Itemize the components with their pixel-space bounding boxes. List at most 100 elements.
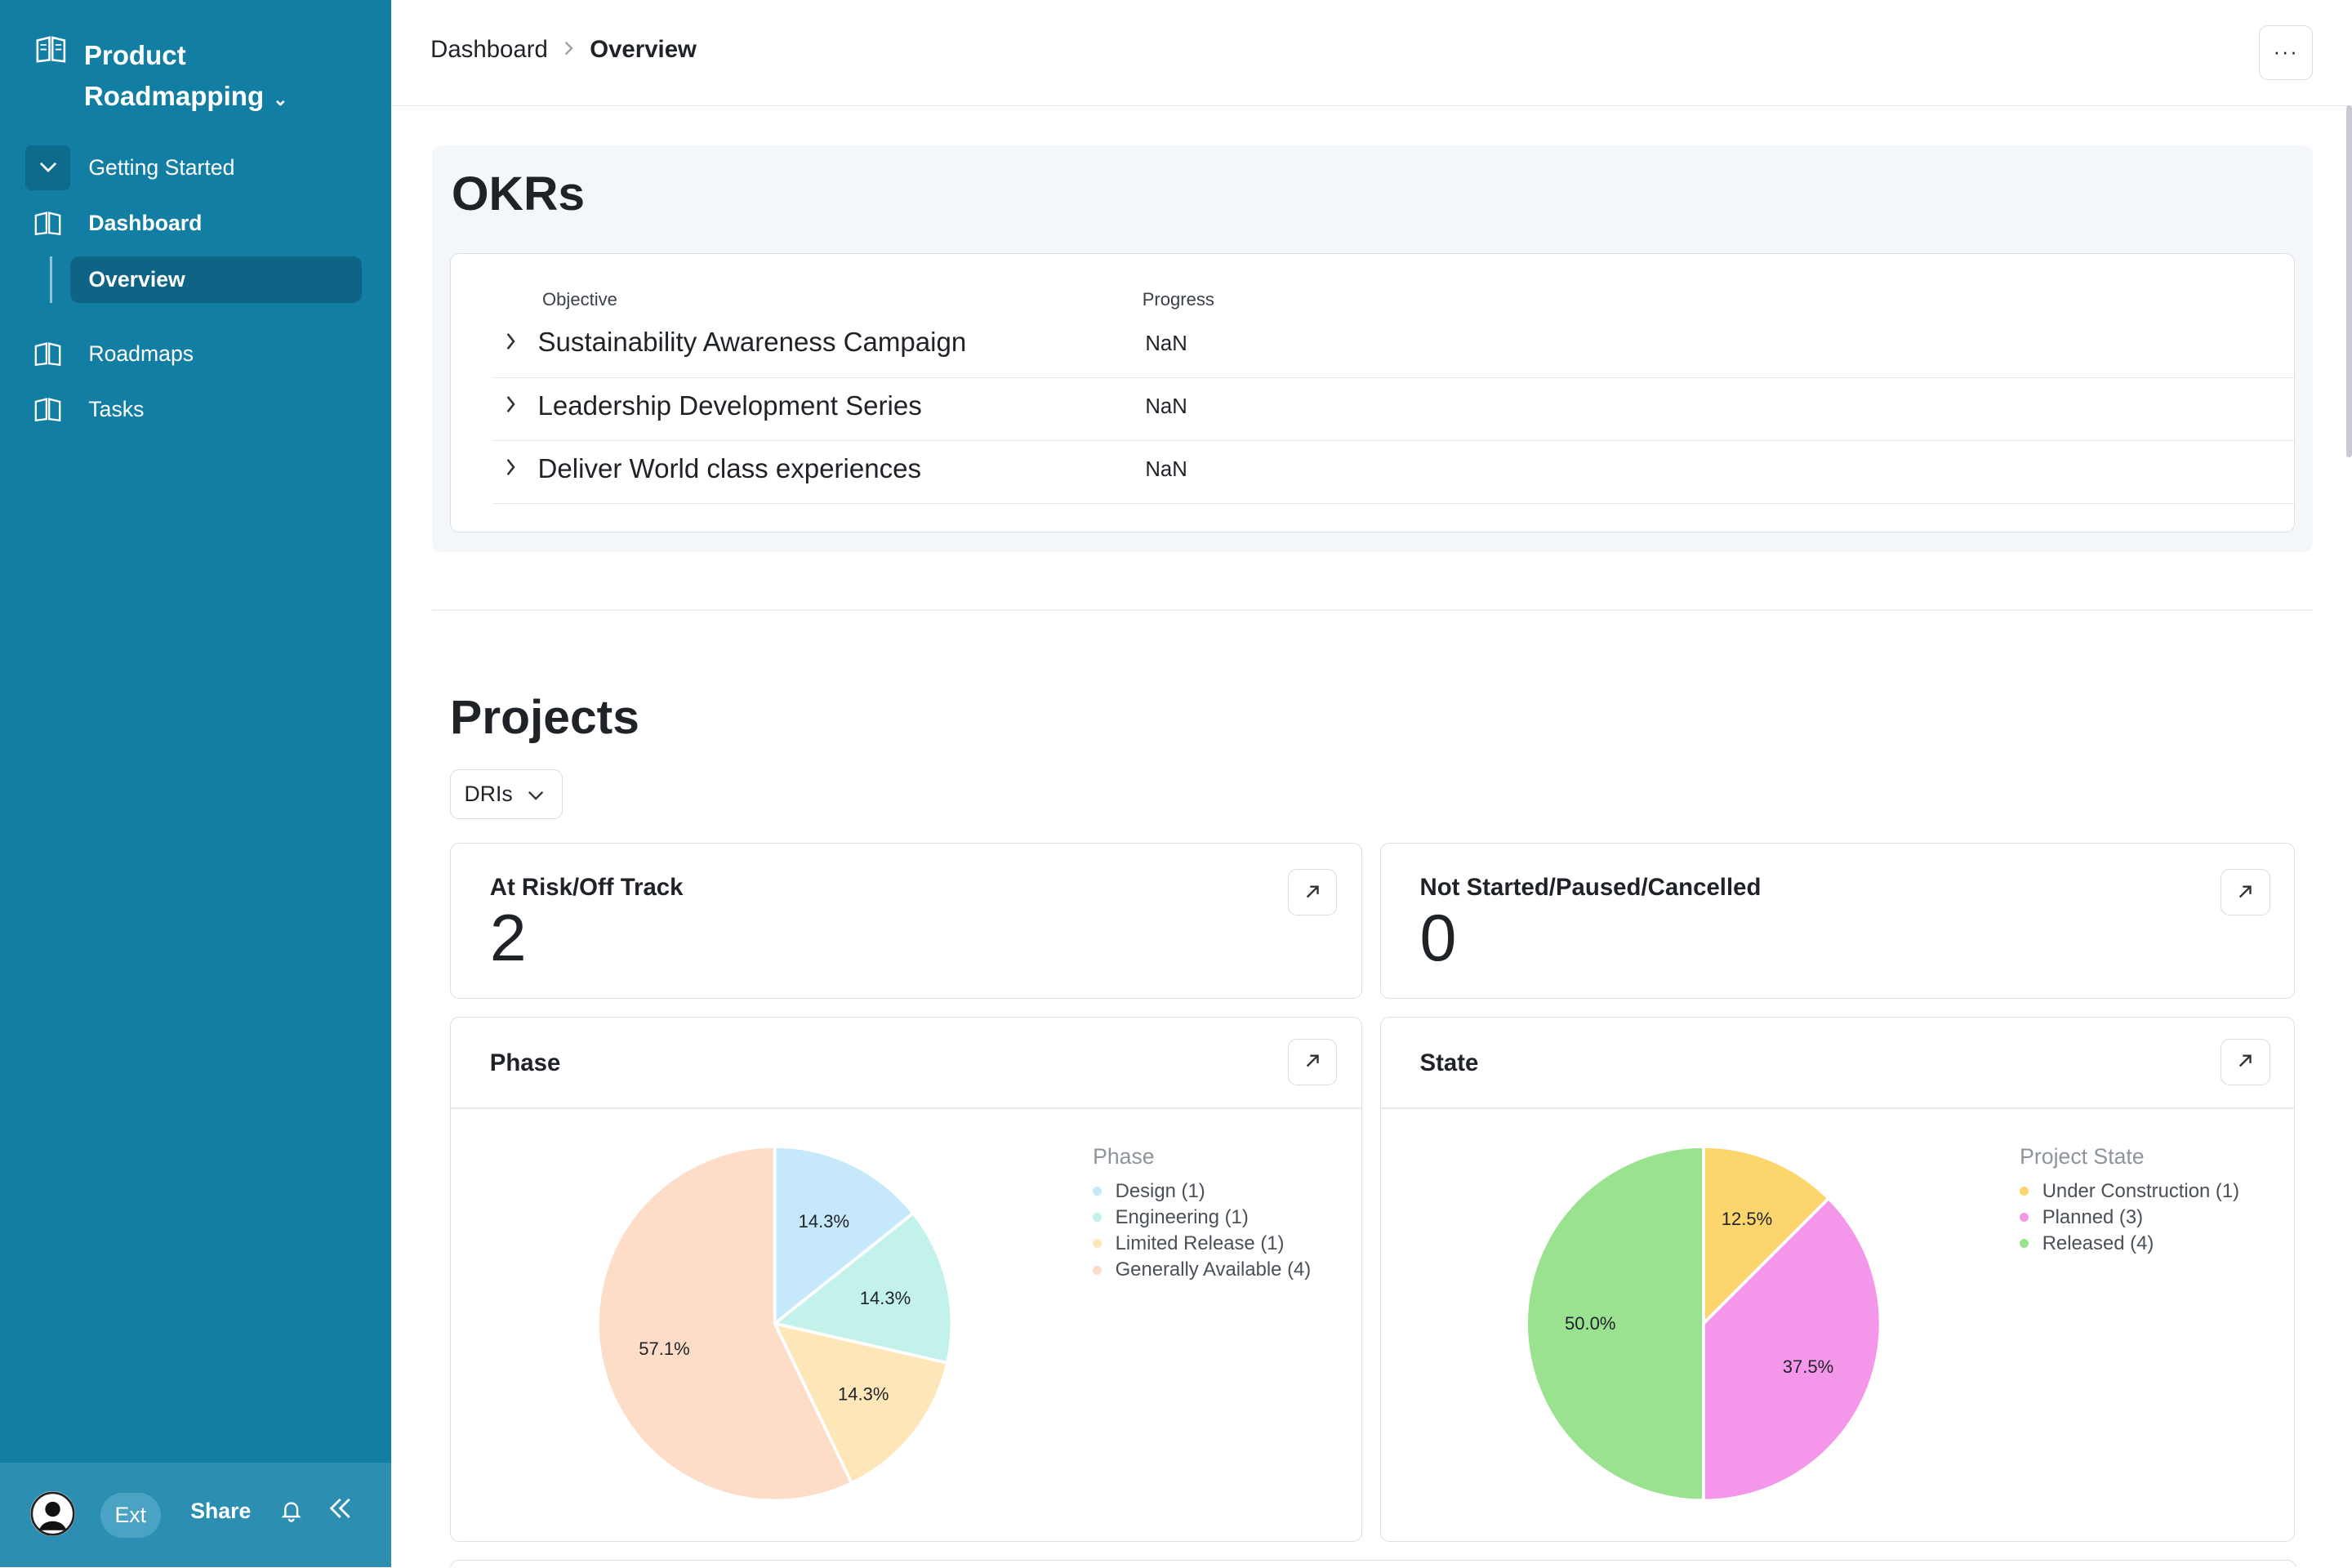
phase-pie-chart: 14.3% 14.3% 14.3% 57.1% (596, 1145, 954, 1503)
sidebar-item-label: Dashboard (88, 211, 203, 236)
sidebar-footer: Ext Share (0, 1462, 392, 1568)
share-button[interactable]: Share (190, 1499, 251, 1524)
table-row[interactable]: Deliver World class experiences NaN (492, 440, 2295, 505)
legend-label: Design (1) (1115, 1179, 1205, 1202)
legend-dot (1093, 1265, 1102, 1275)
sidebar-item-roadmaps[interactable]: Roadmaps (25, 332, 194, 376)
legend-label: Under Construction (1) (2042, 1179, 2240, 1202)
open-arrow-button[interactable] (1287, 1038, 1338, 1085)
pie-data-label: 14.3% (838, 1384, 889, 1405)
pie-slice-engineering[interactable] (771, 1211, 954, 1365)
stat-value: 2 (489, 902, 527, 975)
pie-slice-limited-release[interactable] (772, 1321, 950, 1486)
legend-dot (1093, 1187, 1102, 1196)
legend-item[interactable]: Limited Release (1) (1093, 1231, 1311, 1257)
legend-label: Planned (3) (2042, 1205, 2144, 1228)
legend-item[interactable]: Planned (3) (2020, 1205, 2239, 1231)
sidebar: Product Roadmapping ⌄ Getting Started Das… (0, 0, 392, 1568)
app-title: Product Roadmapping (83, 41, 265, 112)
sidebar-item-label: Tasks (88, 396, 145, 421)
pie-slice-generally-available[interactable] (596, 1145, 854, 1503)
legend-label: Generally Available (4) (1115, 1258, 1312, 1281)
open-arrow-button[interactable] (2221, 1038, 2270, 1085)
book-icon (25, 332, 70, 376)
top-header: Dashboard Overview ··· (391, 0, 2352, 106)
section-divider (431, 608, 2314, 611)
book-icon (25, 201, 70, 246)
column-header-objective[interactable]: Objective (542, 288, 617, 310)
card-header-divider (1380, 1107, 2295, 1110)
workspace-switcher[interactable]: Product Roadmapping ⌄ (36, 36, 309, 119)
phase-legend: Phase Design (1) Engineering (1) Limited R… (1093, 1144, 1311, 1284)
okrs-title: OKRs (451, 167, 586, 220)
pie-slice-released[interactable] (1525, 1145, 1705, 1503)
pie-data-label: 12.5% (1721, 1209, 1771, 1229)
legend-item[interactable]: Released (4) (2020, 1231, 2239, 1257)
open-arrow-button[interactable] (1287, 869, 1338, 916)
legend-dot (1093, 1213, 1102, 1223)
legend-item[interactable]: Engineering (1) (1093, 1205, 1311, 1231)
arrow-up-right-icon (2237, 879, 2253, 906)
stat-label: Not Started/Paused/Cancelled (1419, 873, 1762, 901)
table-row[interactable]: Sustainability Awareness Campaign NaN (492, 314, 2295, 378)
stat-value: 0 (1419, 902, 1457, 975)
progress-cell: NaN (1145, 395, 1187, 419)
breadcrumb-dashboard[interactable]: Dashboard (430, 36, 548, 64)
not-started-card: Not Started/Paused/Cancelled 0 (1379, 843, 2296, 1000)
arrow-up-right-icon (1304, 879, 1321, 906)
avatar[interactable] (29, 1490, 75, 1536)
chart-title: State (1419, 1049, 1479, 1076)
legend-item[interactable]: Generally Available (4) (1093, 1257, 1311, 1283)
pie-slice-design[interactable] (773, 1145, 915, 1327)
legend-dot (2020, 1187, 2029, 1196)
scrollbar[interactable] (2343, 0, 2352, 1567)
objective-cell: Deliver World class experiences (537, 453, 922, 484)
phase-chart-card: Phase 14.3% 14.3% 14.3% 57.1% Phase Design … (450, 1017, 1362, 1543)
legend-dot (2020, 1213, 2029, 1223)
book-icon (25, 387, 70, 432)
next-card (450, 1560, 2297, 1568)
ext-badge[interactable]: Ext (100, 1492, 161, 1538)
sidebar-item-dashboard[interactable]: Dashboard (25, 201, 202, 246)
pie-slice-under-construction[interactable] (1701, 1145, 1831, 1328)
progress-cell: NaN (1145, 458, 1187, 482)
state-pie-chart: 12.5% 37.5% 50.0% (1525, 1145, 1882, 1503)
objective-cell: Sustainability Awareness Campaign (537, 327, 967, 359)
legend-title: Phase (1093, 1143, 1155, 1169)
chevron-down-icon (528, 782, 544, 807)
table-row[interactable]: Leadership Development Series NaN (492, 377, 2295, 442)
sidebar-item-tasks[interactable]: Tasks (25, 387, 144, 432)
legend-item[interactable]: Design (1) (1093, 1178, 1311, 1205)
okrs-section: OKRs Objective Progress Sustainability A… (431, 145, 2314, 552)
sidebar-item-label: Getting Started (88, 155, 235, 180)
stat-label: At Risk/Off Track (489, 873, 684, 901)
more-options-button[interactable]: ··· (2258, 25, 2314, 80)
chart-title: Phase (489, 1049, 561, 1076)
scrollbar-thumb[interactable] (2345, 105, 2352, 458)
legend-label: Released (4) (2042, 1232, 2154, 1254)
arrow-up-right-icon (1304, 1048, 1321, 1076)
tree-guide-line (49, 256, 53, 303)
chevron-right-icon[interactable] (505, 458, 517, 482)
ext-label: Ext (114, 1502, 146, 1527)
chevron-down-icon (25, 145, 71, 191)
sidebar-item-label: Roadmaps (88, 341, 194, 366)
pie-data-label: 37.5% (1783, 1356, 1833, 1377)
chevron-right-icon[interactable] (505, 395, 517, 419)
card-header-divider (451, 1107, 1361, 1110)
legend-item[interactable]: Under Construction (1) (2020, 1178, 2239, 1205)
bell-icon[interactable] (279, 1499, 303, 1529)
breadcrumb: Dashboard Overview (430, 36, 697, 64)
chevron-right-icon (563, 39, 575, 60)
dri-filter-label: DRIs (464, 782, 513, 807)
column-header-progress[interactable]: Progress (1142, 288, 1214, 310)
sidebar-item-overview[interactable]: Overview (70, 256, 362, 303)
sidebar-item-getting-started[interactable]: Getting Started (25, 145, 235, 191)
share-label: Share (190, 1498, 252, 1523)
open-arrow-button[interactable] (2221, 869, 2270, 916)
collapse-sidebar-icon[interactable] (328, 1495, 352, 1526)
chevron-right-icon[interactable] (505, 332, 517, 356)
dri-filter-dropdown[interactable]: DRIs (450, 769, 563, 819)
arrow-up-right-icon (2237, 1048, 2253, 1076)
pie-slice-planned[interactable] (1701, 1196, 1882, 1503)
